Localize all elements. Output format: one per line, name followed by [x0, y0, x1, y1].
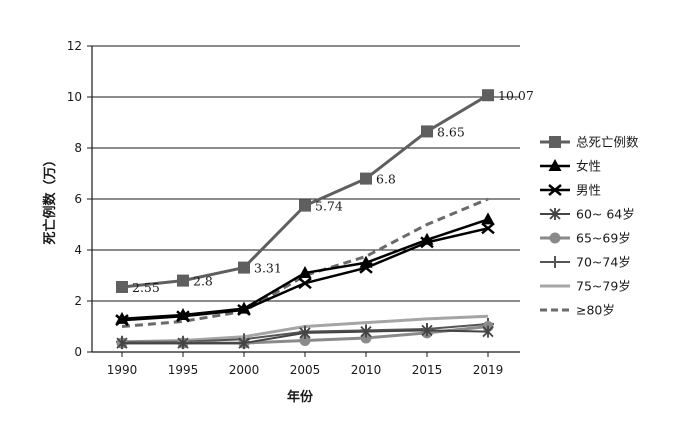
legend-marker — [548, 184, 562, 196]
data-point — [177, 337, 189, 350]
x-tick-label: 1995 — [168, 363, 199, 377]
y-tick-label: 6 — [74, 192, 82, 206]
y-tick-label: 12 — [67, 39, 82, 53]
legend-label: 75~79岁 — [576, 279, 631, 294]
legend-item: 女性 — [540, 159, 601, 174]
data-point — [481, 212, 495, 225]
legend-label: ≥80岁 — [576, 303, 615, 318]
legend-label: 60~ 64岁 — [576, 207, 635, 222]
y-tick-label: 0 — [74, 345, 82, 359]
data-point — [421, 324, 433, 337]
data-point — [421, 125, 433, 138]
series-0: 2.55 2.8 3.31 5.74 6.8 8.65 10.07 — [116, 88, 534, 295]
data-label: 10.07 — [498, 88, 534, 103]
data-point — [298, 265, 312, 278]
legend-item: 男性 — [540, 183, 601, 198]
data-point — [116, 280, 128, 293]
data-label: 2.55 — [132, 280, 160, 295]
legend-marker — [548, 159, 562, 171]
legend-label: 总死亡例数 — [576, 135, 639, 150]
x-tick-label: 2019 — [473, 363, 504, 377]
data-point — [360, 325, 372, 338]
data-point — [176, 308, 190, 321]
series-3 — [116, 324, 494, 350]
series-1 — [115, 212, 495, 324]
data-point — [482, 89, 494, 102]
data-label: 8.65 — [437, 124, 465, 139]
x-tick-label: 2010 — [351, 363, 382, 377]
legend-marker — [549, 232, 561, 244]
y-tick-label: 10 — [67, 90, 82, 104]
data-point — [360, 172, 372, 185]
legend-label: 70~74岁 — [576, 255, 631, 270]
data-point — [359, 255, 373, 268]
legend-label: 男性 — [576, 183, 601, 198]
gridlines — [87, 45, 520, 353]
legend-label: 女性 — [576, 159, 601, 174]
data-label: 2.8 — [193, 274, 213, 289]
legend-marker — [549, 256, 561, 268]
data-label: 5.74 — [315, 199, 343, 214]
data-point — [299, 326, 311, 339]
data-point — [299, 199, 311, 212]
data-point — [238, 337, 250, 350]
x-tick-label: 2005 — [290, 363, 321, 377]
data-point — [115, 311, 129, 324]
data-point — [482, 325, 494, 338]
series-7 — [121, 197, 489, 328]
legend-item: ≥80岁 — [540, 303, 615, 318]
x-tick-label: 2015 — [412, 363, 443, 377]
y-tick-label: 4 — [74, 243, 82, 257]
data-point — [238, 261, 250, 274]
x-tick-label: 2000 — [229, 363, 260, 377]
data-point — [481, 222, 495, 235]
legend-item: 65~69岁 — [540, 231, 631, 246]
data-point — [298, 277, 312, 290]
data-label: 3.31 — [254, 261, 282, 276]
legend-marker — [549, 208, 561, 220]
legend-item: 70~74岁 — [540, 255, 631, 270]
legend-item: 总死亡例数 — [540, 135, 639, 150]
x-axis-title: 年份 — [287, 389, 314, 405]
data-point — [177, 274, 189, 287]
legend-marker — [549, 136, 561, 148]
legend-item: 60~ 64岁 — [540, 207, 635, 222]
legend-item: 75~79岁 — [540, 279, 631, 294]
x-tick-label: 1990 — [107, 363, 138, 377]
y-tick-label: 8 — [74, 141, 82, 155]
series-line — [121, 197, 489, 328]
data-point — [237, 301, 251, 314]
y-tick-label: 2 — [74, 294, 82, 308]
data-point — [116, 337, 128, 350]
legend-label: 65~69岁 — [576, 231, 631, 246]
data-point — [420, 232, 434, 245]
y-axis-title: 死亡例数（万） — [42, 153, 58, 244]
data-point — [299, 335, 311, 347]
data-label: 6.8 — [376, 172, 396, 187]
series-line — [121, 93, 489, 289]
